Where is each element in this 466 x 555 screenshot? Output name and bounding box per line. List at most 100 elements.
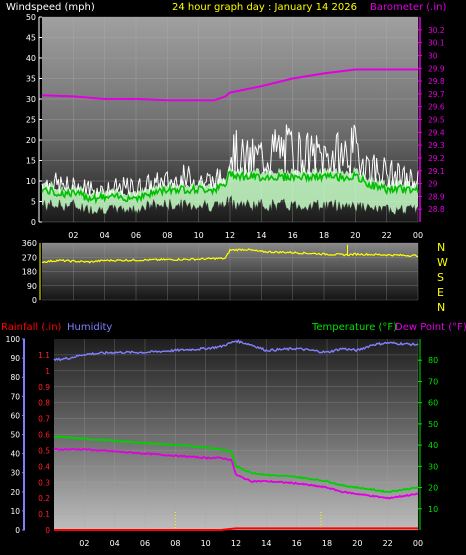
time-x-tick-label: 10 xyxy=(194,231,204,240)
wind-y-tick-label: 10 xyxy=(26,177,36,186)
time-x-tick-label: 02 xyxy=(79,539,89,548)
time-x-tick-label: 12 xyxy=(231,539,241,548)
windspeed-axis-title: Windspeed (mph) xyxy=(6,2,95,13)
wind-direction-line xyxy=(41,248,419,264)
barometer-y-tick-label: 30 xyxy=(428,51,438,60)
wind-y-tick-label: 45 xyxy=(26,34,36,43)
barometer-y-tick-label: 29.8 xyxy=(428,77,445,86)
time-x-tick-label: 00 xyxy=(413,539,423,548)
wind-low-line xyxy=(41,195,419,216)
time-x-tick-label: 18 xyxy=(322,539,332,548)
temperature-y-tick-label: 60 xyxy=(428,399,438,408)
time-x-tick-label: 06 xyxy=(131,231,141,240)
wind-average-line xyxy=(41,170,419,205)
wind-y-tick-label: 25 xyxy=(26,116,36,125)
barometer-y-tick-label: 29.5 xyxy=(428,116,445,125)
time-x-tick-label: 20 xyxy=(350,231,360,240)
wind-direction-series xyxy=(41,244,419,264)
wind-y-tick-label: 35 xyxy=(26,75,36,84)
compass-label-n-top: N xyxy=(437,241,445,254)
temperature-y-tick-label: 80 xyxy=(428,356,438,365)
barometer-y-tick-label: 29 xyxy=(428,180,438,189)
time-x-tick-label: 16 xyxy=(292,539,302,548)
barometer-line xyxy=(41,68,418,102)
wind-y-tick-label: 0 xyxy=(31,218,36,227)
temperature-y-tick-label: 40 xyxy=(428,441,438,450)
wind-y-tick-label: 20 xyxy=(26,136,36,145)
humidity-y-tick-label: 80 xyxy=(10,373,20,382)
wind-direction-axes: 0 90 180 270 360 xyxy=(22,239,41,305)
humidity-y-tick-label: 60 xyxy=(10,411,20,420)
dew-point-line xyxy=(53,447,419,500)
rainfall-y-tick-label: 0.3 xyxy=(38,478,50,487)
time-x-tick-label: 14 xyxy=(261,539,271,548)
wind-average-band xyxy=(42,165,418,215)
wind-y-tick-label: 5 xyxy=(31,198,36,207)
humidity-line xyxy=(53,338,419,362)
humidity-y-tick-label: 90 xyxy=(10,354,20,363)
barometer-y-tick-label: 29.3 xyxy=(428,141,445,150)
temperature-line xyxy=(53,435,418,493)
time-x-tick-label: 04 xyxy=(110,539,120,548)
time-x-tick-label: 02 xyxy=(68,231,78,240)
temperature-series xyxy=(53,338,419,531)
humidity-y-tick-label: 0 xyxy=(15,526,20,535)
humidity-y-tick-label: 50 xyxy=(10,431,20,440)
wind-y-tick-label: 15 xyxy=(26,157,36,166)
time-x-tick-label: 04 xyxy=(100,231,110,240)
wind-barometer-series xyxy=(41,68,419,216)
barometer-y-tick-label: 29.7 xyxy=(428,90,445,99)
barometer-y-tick-label: 29.1 xyxy=(428,167,445,176)
humidity-y-tick-label: 70 xyxy=(10,392,20,401)
compass-label-n-bottom: N xyxy=(437,301,445,314)
barometer-y-tick-label: 28.9 xyxy=(428,192,445,201)
barometer-y-tick-label: 29.6 xyxy=(428,103,445,112)
temperature-y-tick-label: 30 xyxy=(428,462,438,471)
time-x-tick-label: 22 xyxy=(382,231,392,240)
direction-y-tick-label: 360 xyxy=(22,239,37,248)
direction-y-tick-label: 90 xyxy=(27,282,37,291)
humidity-y-tick-label: 40 xyxy=(10,450,20,459)
time-x-tick-label: 08 xyxy=(170,539,180,548)
temperature-y-tick-label: 10 xyxy=(428,505,438,514)
wind-y-tick-label: 50 xyxy=(26,13,36,22)
compass-label-e: E xyxy=(437,286,444,299)
rainfall-y-tick-label: 0.9 xyxy=(38,383,50,392)
time-x-tick-label: 18 xyxy=(319,231,329,240)
temperature-y-tick-label: 50 xyxy=(428,420,438,429)
rainfall-y-tick-label: 0.1 xyxy=(38,510,50,519)
time-x-tick-label: 16 xyxy=(288,231,298,240)
rainfall-line xyxy=(54,527,418,531)
wind-y-tick-label: 30 xyxy=(26,95,36,104)
time-x-tick-label: 20 xyxy=(352,539,362,548)
rainfall-y-tick-label: 0.6 xyxy=(38,431,50,440)
direction-y-tick-label: 0 xyxy=(32,296,37,305)
rainfall-axis-title: Rainfall (.in) xyxy=(1,322,62,333)
barometer-y-tick-label: 30.2 xyxy=(428,26,445,35)
temperature-y-tick-label: 70 xyxy=(428,377,438,386)
time-x-tick-label: 00 xyxy=(413,231,423,240)
compass-label-w: W xyxy=(437,256,448,269)
humidity-y-tick-label: 20 xyxy=(10,488,20,497)
time-x-tick-label: 22 xyxy=(383,539,393,548)
rainfall-y-tick-label: 0 xyxy=(45,526,50,535)
time-x-tick-label: 10 xyxy=(201,539,211,548)
rainfall-y-tick-label: 0.2 xyxy=(38,494,50,503)
rainfall-y-tick-label: 0.7 xyxy=(38,415,50,424)
direction-y-tick-label: 180 xyxy=(22,268,37,277)
temperature-axis-title: Temperature (°F) xyxy=(311,322,397,333)
rainfall-y-tick-label: 0.5 xyxy=(38,446,50,455)
humidity-y-tick-label: 30 xyxy=(10,469,20,478)
barometer-axis-title: Barometer (.in) xyxy=(370,2,446,13)
temperature-y-tick-label: 20 xyxy=(428,484,438,493)
barometer-y-tick-label: 28.8 xyxy=(428,205,445,214)
wind-direction-grid xyxy=(42,242,419,301)
humidity-axis-title: Humidity xyxy=(67,322,112,333)
time-x-tick-label: 12 xyxy=(225,231,235,240)
barometer-y-tick-label: 30.1 xyxy=(428,39,445,48)
rainfall-y-tick-label: 1 xyxy=(45,367,50,376)
rainfall-y-tick-label: 1.1 xyxy=(38,351,50,360)
barometer-y-tick-label: 29.2 xyxy=(428,154,445,163)
